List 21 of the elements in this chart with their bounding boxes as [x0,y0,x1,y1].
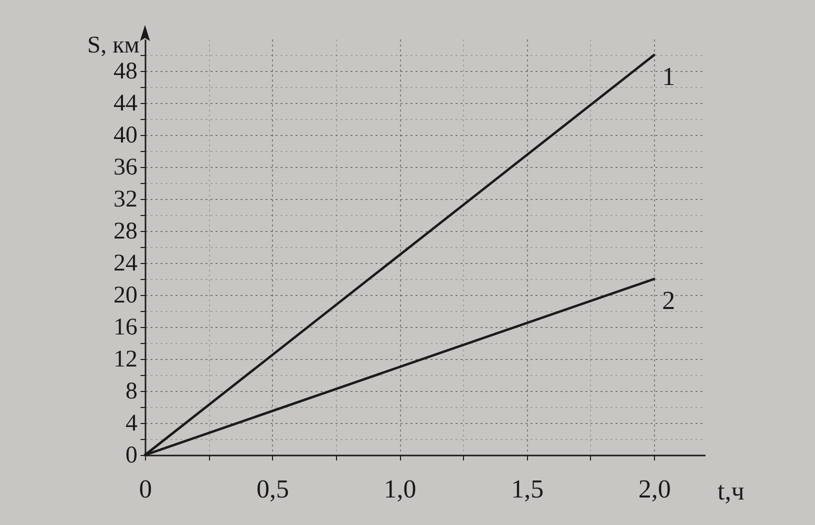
y-tick-label: 20 [114,282,138,308]
y-tick-label: 4 [126,410,138,436]
y-axis-title: S, км [87,32,140,58]
y-tick-label: 0 [126,442,138,468]
y-tick-label: 40 [114,122,138,148]
x-tick-label: 1,0 [384,474,416,504]
y-tick-label: 48 [114,58,138,84]
y-tick-label: 44 [114,90,138,116]
x-axis-title: t,ч [718,476,744,506]
y-tick-label: 8 [126,378,138,404]
y-tick-label: 24 [114,250,138,276]
y-tick-label: 12 [114,346,138,372]
y-tick-label: 36 [114,154,138,180]
x-tick-label: 1,5 [511,474,544,504]
y-tick-label: 32 [114,186,138,212]
x-tick-label: 0,5 [256,474,290,504]
series-label: 1 [662,62,676,91]
series-label: 2 [662,286,676,315]
y-tick-label: 28 [114,218,138,244]
x-tick-label: 2,0 [638,474,671,504]
y-tick-label: 16 [114,314,138,340]
